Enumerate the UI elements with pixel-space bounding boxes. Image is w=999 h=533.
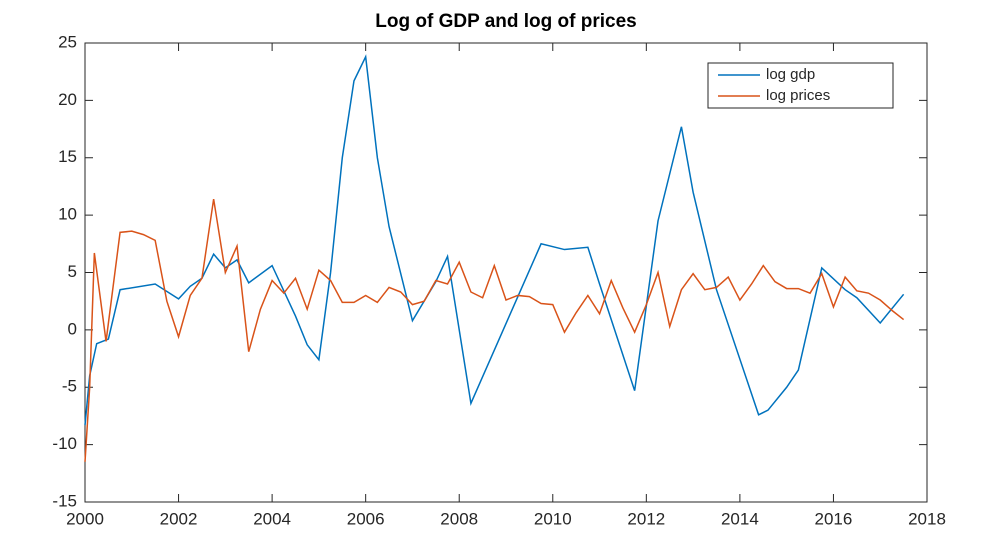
line-series	[84, 54, 905, 426]
x-tick-label: 2018	[908, 509, 946, 528]
chart-title: Log of GDP and log of prices	[375, 11, 636, 32]
line-series	[84, 198, 905, 462]
y-tick-label: -10	[52, 434, 77, 453]
y-tick-label: 25	[58, 32, 77, 51]
y-tick-label: -15	[52, 491, 77, 510]
plot-area	[84, 42, 928, 503]
x-tick-label: 2000	[66, 509, 104, 528]
y-tick-label: 15	[58, 147, 77, 166]
legend-label: log gdp	[766, 66, 815, 83]
legend-label: log prices	[766, 87, 830, 104]
y-tick-label: 0	[68, 319, 77, 338]
x-tick-label: 2004	[253, 509, 291, 528]
x-tick-label: 2012	[627, 509, 665, 528]
x-tick-label: 2008	[440, 509, 478, 528]
y-tick-label: 5	[68, 262, 77, 281]
legend-box	[707, 62, 894, 109]
x-tick-label: 2016	[815, 509, 853, 528]
x-tick-label: 2002	[160, 509, 198, 528]
y-tick-label: 10	[58, 205, 77, 224]
x-tick-label: 2006	[347, 509, 385, 528]
x-tick-label: 2014	[721, 509, 759, 528]
x-tick-label: 2010	[534, 509, 572, 528]
y-tick-label: -5	[62, 377, 77, 396]
y-tick-label: 20	[58, 90, 77, 109]
